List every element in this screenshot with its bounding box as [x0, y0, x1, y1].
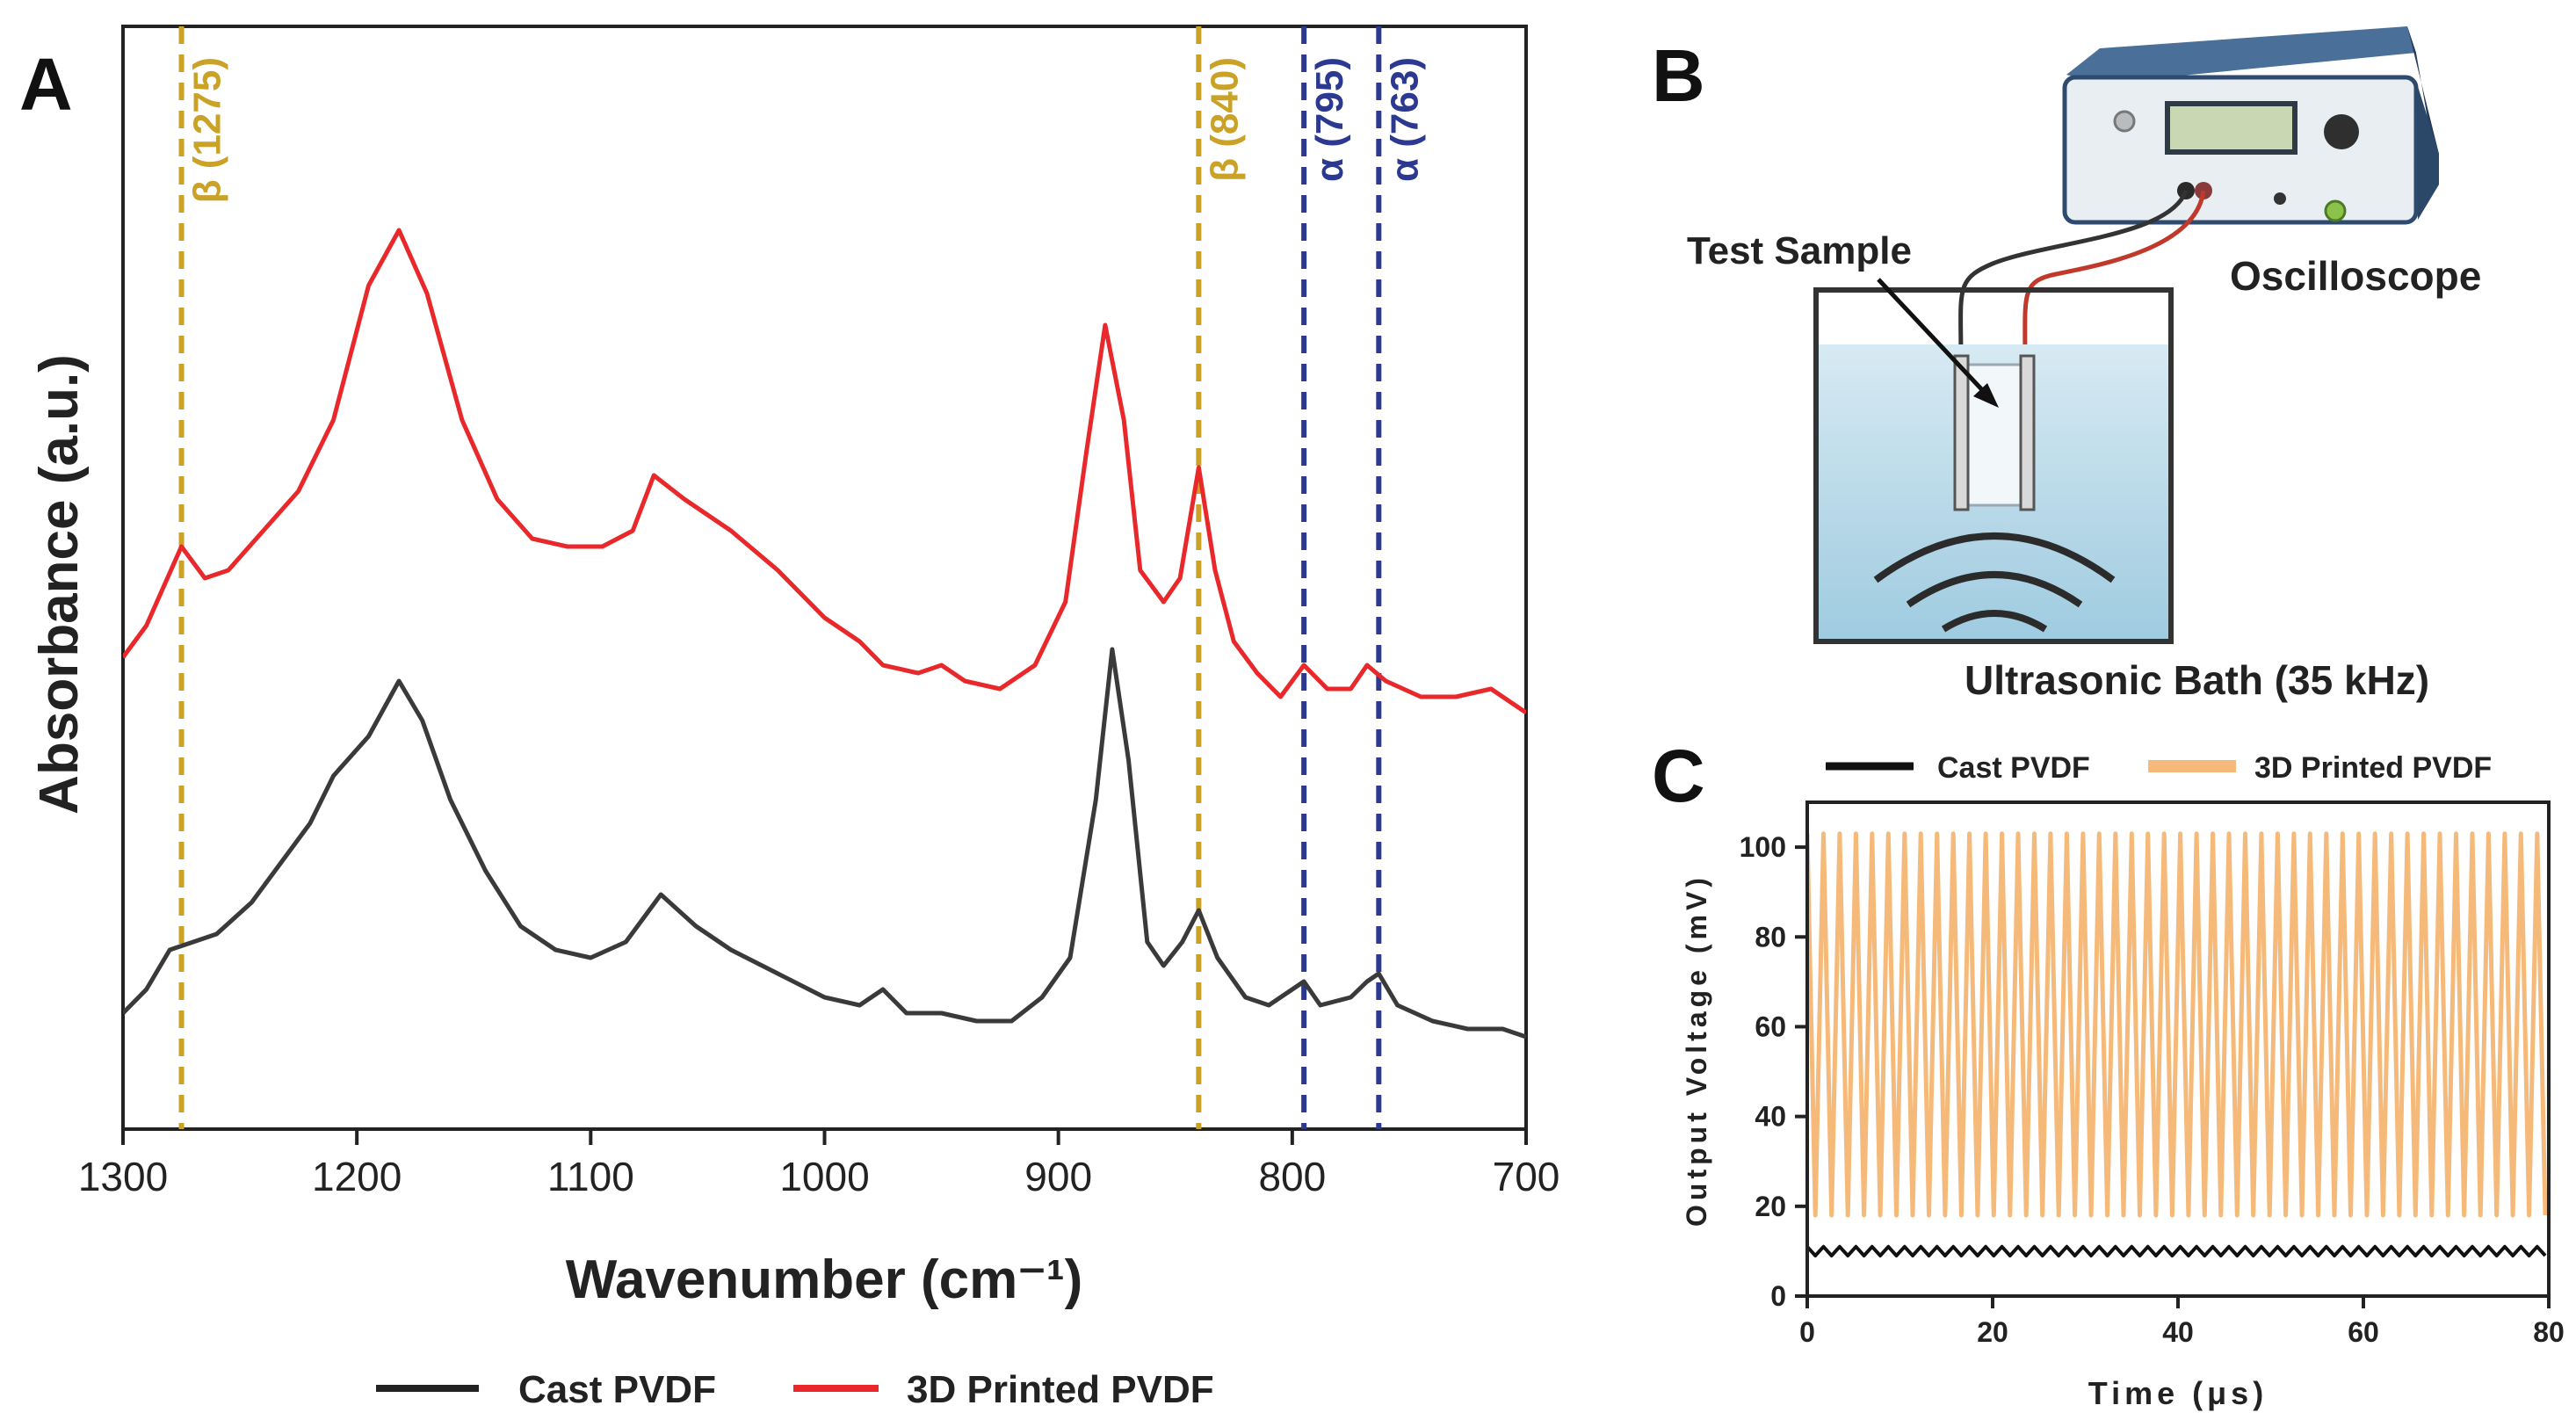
- marker-label-beta-0: β (1275): [186, 57, 229, 203]
- voltage-series-line-1: [1807, 1244, 2547, 1257]
- ftir-x-tick-label-6: 700: [1493, 1154, 1560, 1199]
- ftir-x-axis-label: Wavenumber (cm⁻¹): [566, 1250, 1083, 1310]
- ftir-legend-label-printed: 3D Printed PVDF: [907, 1368, 1214, 1411]
- test-sample-film: [1966, 363, 2022, 507]
- voltage-y-tick-label-2: 40: [1755, 1101, 1786, 1133]
- voltage-x-tick-label-0: 0: [1799, 1316, 1815, 1348]
- ultrasonic-wave-outer: [1873, 532, 2116, 583]
- oscilloscope-knob-large: [2324, 114, 2359, 149]
- wire-red: [2022, 190, 2206, 361]
- ftir-x-tick-label-1: 1200: [312, 1154, 402, 1199]
- ftir-x-tick-label-3: 1000: [779, 1154, 869, 1199]
- panel-b-letter: B: [1652, 34, 1705, 117]
- voltage-x-tick-label-3: 60: [2348, 1316, 2379, 1348]
- ftir-series: [123, 228, 1526, 1039]
- ultrasonic-wave-inner: [1941, 610, 2048, 633]
- test-sample-pointer-arrow: [1877, 278, 1989, 397]
- ftir-x-ticks: 1300 1200 1100 1000 900 800 700: [78, 1129, 1560, 1199]
- panel-c-letter: C: [1652, 735, 1705, 817]
- marker-label-alpha-3: α (763): [1383, 57, 1426, 182]
- wire-black: [1958, 190, 2189, 361]
- oscilloscope-knob-left: [2113, 110, 2136, 133]
- ftir-legend: Cast PVDF 3D Printed PVDF: [376, 1368, 1214, 1411]
- panel-a-letter: A: [19, 43, 73, 126]
- voltage-ticks: 0 20 40 60 80 0 20 40 60 80 100: [1740, 831, 2565, 1348]
- voltage-y-tick-label-1: 20: [1755, 1191, 1786, 1222]
- voltage-x-axis-label: Time (μs): [2088, 1375, 2268, 1411]
- ultrasonic-wave-middle: [1906, 571, 2083, 608]
- voltage-y-tick-label-4: 80: [1755, 921, 1786, 953]
- ultrasonic-bath: [1813, 287, 2174, 644]
- voltage-series: [1807, 831, 2548, 1257]
- voltage-legend-label-printed: 3D Printed PVDF: [2254, 751, 2492, 785]
- ultrasonic-bath-label: Ultrasonic Bath (35 kHz): [1965, 657, 2429, 703]
- voltage-y-tick-label-0: 0: [1770, 1280, 1786, 1312]
- test-sample-label: Test Sample: [1687, 229, 1912, 272]
- ftir-legend-label-cast: Cast PVDF: [518, 1368, 716, 1411]
- voltage-legend-label-cast: Cast PVDF: [1937, 751, 2090, 785]
- marker-label-alpha-2: α (795): [1308, 57, 1351, 182]
- panel-a: A β (1275) β (840) α (795) α (763) 1300 1200…: [19, 25, 1560, 1411]
- ftir-x-tick-label-4: 900: [1024, 1154, 1092, 1199]
- voltage-y-tick-label-3: 60: [1755, 1010, 1786, 1042]
- oscilloscope-power-light: [2324, 199, 2347, 222]
- ftir-x-tick-label-0: 1300: [78, 1154, 168, 1199]
- voltage-legend: Cast PVDF 3D Printed PVDF: [1826, 751, 2492, 785]
- ftir-x-tick-label-2: 1100: [547, 1154, 634, 1199]
- test-sample-electrode-left: [1953, 354, 1970, 511]
- ftir-series-line-1: [123, 647, 1526, 1039]
- voltage-x-tick-label-1: 20: [1977, 1316, 2008, 1348]
- bath-container: [1813, 287, 2174, 644]
- ftir-series-line-0: [123, 228, 1526, 715]
- panel-c: C Cast PVDF 3D Printed PVDF 0 20 40 60 80 0 20…: [1652, 735, 2565, 1411]
- voltage-y-tick-label-5: 100: [1740, 831, 1786, 863]
- voltage-x-tick-label-2: 40: [2162, 1316, 2194, 1348]
- voltage-y-axis-label: Output Voltage (mV): [1681, 873, 1712, 1227]
- marker-label-beta-1: β (840): [1203, 57, 1246, 182]
- ftir-x-tick-label-5: 800: [1258, 1154, 1326, 1199]
- oscilloscope-icon: [2062, 26, 2439, 225]
- voltage-x-tick-label-4: 80: [2533, 1316, 2565, 1348]
- test-sample-pointer-arrowhead: [1973, 383, 1999, 408]
- ftir-y-axis-label: Absorbance (a.u.): [29, 354, 90, 815]
- voltage-series-line-0: [1807, 831, 2548, 1218]
- oscilloscope-screen: [2165, 101, 2297, 155]
- panel-b: B Oscilloscope: [1652, 26, 2481, 703]
- chart-a-frame: [121, 25, 1528, 1131]
- test-sample-electrode-right: [2019, 354, 2036, 511]
- ftir-phase-markers: β (1275) β (840) α (795) α (763): [178, 26, 1426, 1129]
- oscilloscope-label: Oscilloscope: [2230, 253, 2481, 299]
